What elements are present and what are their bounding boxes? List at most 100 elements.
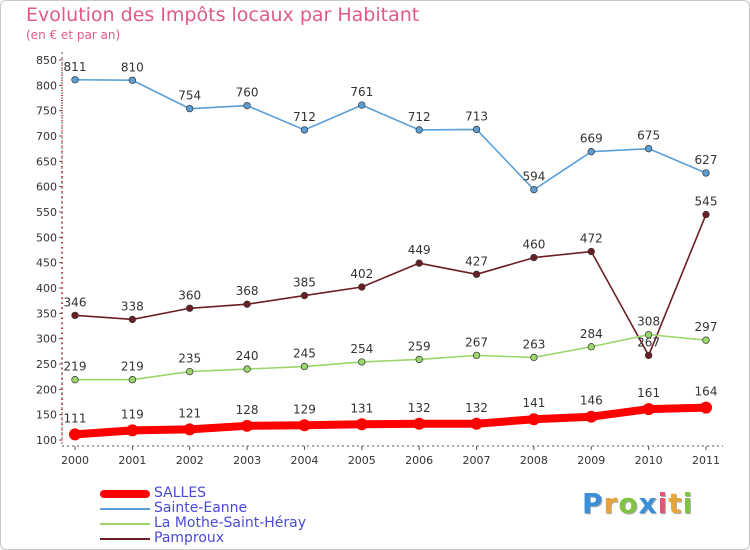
y-tick-label: 550 — [36, 206, 57, 219]
data-point-pamproux — [530, 253, 538, 262]
data-point-pamproux — [71, 311, 79, 320]
y-tick-label: 200 — [36, 383, 57, 396]
data-label-sainte-eanne: 594 — [522, 170, 545, 184]
proxiti-logo: Proxiti — [582, 487, 693, 520]
legend-swatch — [100, 489, 150, 498]
legend-label: Pamproux — [154, 530, 225, 546]
data-label-salles: 141 — [522, 396, 545, 410]
data-label-salles: 121 — [178, 406, 201, 420]
data-label-pamproux: 385 — [293, 276, 316, 290]
logo-letter: P — [582, 487, 604, 520]
logo-letter: i — [657, 487, 669, 520]
data-label-sainte-eanne: 712 — [293, 110, 316, 124]
data-label-pamproux: 460 — [522, 238, 545, 252]
data-point-la-mothe-saint-h-ray — [702, 336, 710, 344]
data-point-sainte-eanne — [472, 125, 481, 134]
logo-letter: x — [638, 487, 658, 520]
legend-swatch — [100, 522, 150, 525]
y-tick-label: 350 — [36, 307, 57, 320]
data-label-la-mothe-saint-h-ray: 254 — [350, 342, 373, 356]
series-line-pamproux — [74, 213, 707, 357]
data-label-la-mothe-saint-h-ray: 219 — [121, 360, 144, 374]
data-label-salles: 132 — [408, 401, 431, 415]
data-label-sainte-eanne: 811 — [64, 60, 87, 74]
legend-item-la-mothe-saint-heray: La Mothe-Saint-Héray — [100, 516, 306, 531]
data-point-pamproux — [128, 315, 137, 324]
data-label-salles: 132 — [465, 401, 488, 415]
data-label-pamproux: 368 — [236, 284, 259, 298]
y-tick-label: 750 — [36, 105, 57, 118]
series-line-salles — [71, 403, 710, 439]
y-tick-label: 700 — [36, 130, 57, 143]
data-point-sainte-eanne — [644, 145, 653, 153]
data-point-la-mothe-saint-h-ray — [415, 355, 423, 364]
x-tick-label: 2008 — [520, 454, 548, 467]
series-line-sainte-eanne — [74, 78, 707, 191]
data-label-salles: 161 — [637, 386, 660, 400]
data-point-pamproux — [702, 210, 710, 219]
y-tick-label: 650 — [36, 155, 57, 168]
data-point-salles — [355, 418, 368, 431]
data-label-sainte-eanne: 761 — [350, 85, 373, 99]
y-tick-label: 850 — [36, 54, 57, 67]
x-tick-label: 2010 — [635, 454, 663, 467]
y-tick-label: 250 — [36, 358, 57, 371]
data-point-la-mothe-saint-h-ray — [186, 367, 194, 376]
data-point-la-mothe-saint-h-ray — [472, 351, 481, 360]
data-point-salles — [69, 428, 81, 441]
legend-item-sainte-eanne: Sainte-Eanne — [100, 501, 247, 516]
data-point-la-mothe-saint-h-ray — [300, 362, 309, 371]
data-point-salles — [126, 424, 139, 437]
logo-letter: t — [668, 487, 683, 520]
y-tick-label: 450 — [36, 257, 57, 270]
data-label-pamproux: 338 — [121, 299, 144, 313]
data-point-sainte-eanne — [71, 76, 79, 84]
logo-letter: o — [618, 487, 639, 520]
data-label-la-mothe-saint-h-ray: 235 — [178, 352, 201, 366]
data-label-la-mothe-saint-h-ray: 245 — [293, 347, 316, 361]
data-point-salles — [298, 419, 311, 432]
data-point-salles — [527, 413, 540, 426]
data-label-sainte-eanne: 627 — [695, 153, 718, 167]
data-point-salles — [642, 403, 655, 416]
data-point-pamproux — [644, 351, 653, 360]
data-point-la-mothe-saint-h-ray — [530, 353, 538, 362]
data-label-sainte-eanne: 675 — [637, 129, 660, 143]
data-point-la-mothe-saint-h-ray — [71, 376, 79, 384]
data-point-sainte-eanne — [186, 104, 194, 113]
x-tick-label: 2004 — [290, 454, 318, 467]
data-point-sainte-eanne — [358, 101, 366, 109]
data-point-pamproux — [358, 283, 366, 291]
legend-item-salles: SALLES — [100, 486, 206, 501]
data-point-sainte-eanne — [243, 101, 251, 110]
data-point-pamproux — [300, 291, 309, 300]
data-point-pamproux — [186, 304, 194, 312]
y-tick-label: 150 — [36, 409, 57, 422]
data-point-la-mothe-saint-h-ray — [128, 376, 137, 384]
data-point-salles — [700, 401, 712, 414]
data-label-la-mothe-saint-h-ray: 219 — [64, 360, 87, 374]
data-label-sainte-eanne: 712 — [408, 110, 431, 124]
data-point-sainte-eanne — [702, 169, 710, 177]
data-point-pamproux — [472, 270, 481, 278]
x-tick-label: 2001 — [118, 454, 146, 467]
legend-swatch — [100, 507, 150, 510]
legend-label: La Mothe-Saint-Héray — [154, 515, 307, 531]
data-point-salles — [585, 410, 598, 423]
data-label-la-mothe-saint-h-ray: 259 — [408, 339, 431, 353]
data-label-la-mothe-saint-h-ray: 240 — [236, 349, 259, 363]
y-tick-label: 300 — [36, 333, 57, 346]
legend-label: Sainte-Eanne — [154, 500, 248, 516]
legend-swatch — [100, 537, 150, 540]
x-tick-label: 2009 — [577, 454, 605, 467]
x-tick-label: 2007 — [463, 454, 491, 467]
logo-letter: i — [682, 487, 694, 520]
data-label-pamproux: 472 — [580, 232, 603, 246]
data-point-sainte-eanne — [415, 126, 423, 134]
data-label-salles: 111 — [64, 411, 87, 425]
data-label-pamproux: 360 — [178, 288, 201, 302]
data-point-la-mothe-saint-h-ray — [358, 358, 366, 366]
series-line-la-mothe-saint-h-ray — [74, 333, 707, 381]
data-label-la-mothe-saint-h-ray: 267 — [465, 335, 488, 349]
x-tick-label: 2002 — [176, 454, 204, 467]
